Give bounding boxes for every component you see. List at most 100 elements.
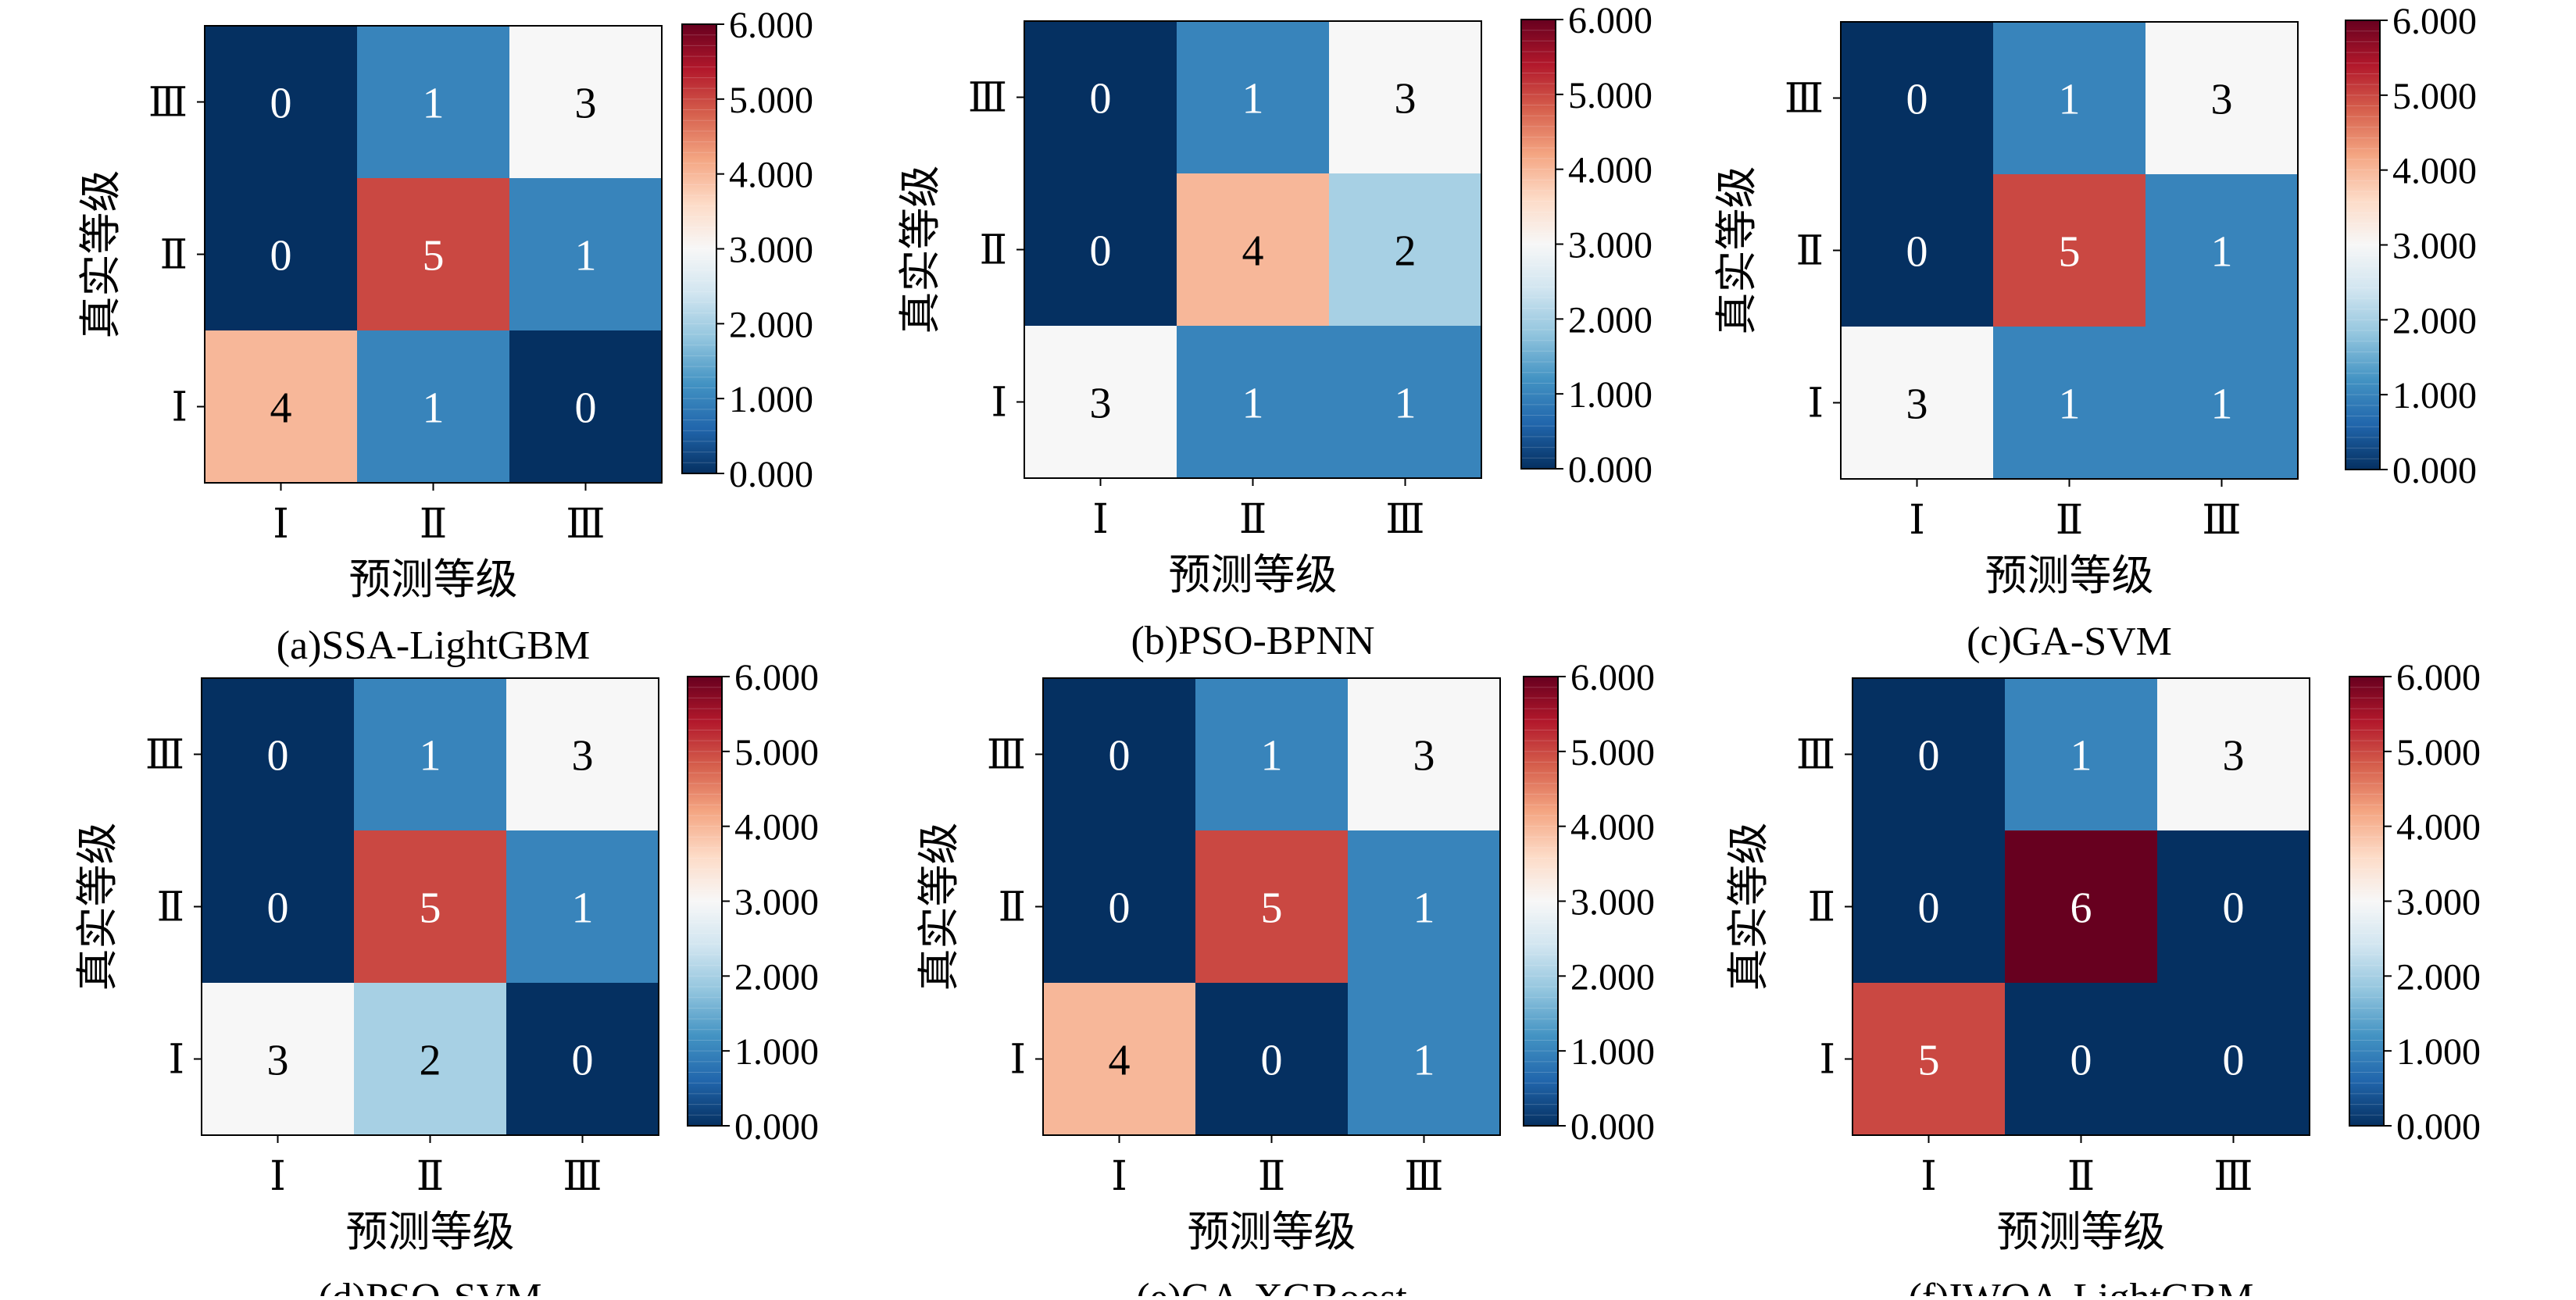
cell-value-label: 3 xyxy=(2211,76,2233,124)
confusion-matrix-panel: 0 1 3 0 5 1 4 0 1 Ⅲ Ⅱ Ⅰ Ⅰ Ⅱ Ⅲ 预测等级 真实等级 (e)GA-XGBoost 0.00… xyxy=(916,657,1655,1300)
x-tick-label: Ⅲ xyxy=(2202,498,2241,543)
cell-value-label: 4 xyxy=(1242,227,1264,276)
colorbar-tick-label: 5.000 xyxy=(2392,76,2477,117)
cell-value-label: 0 xyxy=(1918,884,1940,933)
panel-title: (d)PSO-SVM xyxy=(318,1276,541,1296)
cell-value-label: 0 xyxy=(575,384,597,433)
heatmap-cell xyxy=(1177,173,1330,327)
heatmap-cell xyxy=(1177,326,1330,479)
colorbar-tick-label: 4.000 xyxy=(2392,151,2477,192)
cell-value-label: 3 xyxy=(2223,732,2245,780)
cell-value-label: 1 xyxy=(2059,76,2081,124)
x-tick-label: Ⅲ xyxy=(2213,1155,2253,1199)
colorbar-tick-label: 4.000 xyxy=(1570,807,1655,848)
cell-value-label: 1 xyxy=(572,884,594,933)
heatmap-cell xyxy=(1853,678,2006,831)
heatmap-cell xyxy=(354,983,507,1136)
x-tick-label: Ⅱ xyxy=(1258,1155,1285,1199)
heatmap-cell xyxy=(1043,983,1196,1136)
cell-value-label: 0 xyxy=(1090,227,1112,276)
y-tick-label: Ⅱ xyxy=(980,229,1007,273)
x-tick-label: Ⅲ xyxy=(1404,1155,1443,1199)
y-axis-label: 真实等级 xyxy=(77,170,124,339)
cell-value-label: 1 xyxy=(2059,380,2081,429)
colorbar-tick-label: 3.000 xyxy=(2392,226,2477,267)
cell-value-label: 3 xyxy=(1906,380,1928,429)
heatmap-cell xyxy=(509,330,663,484)
cell-value-label: 3 xyxy=(1413,732,1435,780)
colorbar-gradient-fill xyxy=(688,677,722,1126)
cell-value-label: 1 xyxy=(423,80,445,128)
colorbar: 0.000 1.000 2.000 3.000 4.000 5.000 6.000 xyxy=(1520,0,1652,491)
cell-value-label: 1 xyxy=(2211,228,2233,277)
y-axis-label: 真实等级 xyxy=(897,166,944,334)
colorbar: 0.000 1.000 2.000 3.000 4.000 5.000 6.000 xyxy=(681,5,813,495)
colorbar-tick-label: 3.000 xyxy=(1568,225,1652,266)
cell-value-label: 3 xyxy=(267,1037,289,1085)
cell-value-label: 4 xyxy=(270,384,292,433)
heatmap-cell xyxy=(1177,21,1330,174)
confusion-matrix-panel: 0 1 3 0 5 1 4 1 0 Ⅲ Ⅱ Ⅰ Ⅰ Ⅱ Ⅲ 预测等级 真实等级 (a)SSA-LightGBM 0.… xyxy=(77,5,813,668)
y-tick-label: Ⅰ xyxy=(171,386,188,430)
colorbar-tick-label: 3.000 xyxy=(729,230,813,271)
heatmap-cell xyxy=(509,26,663,179)
cell-value-label: 3 xyxy=(1395,75,1417,123)
y-tick-label: Ⅱ xyxy=(1796,230,1824,274)
cell-value-label: 1 xyxy=(1242,75,1264,123)
heatmap-cell xyxy=(202,830,355,984)
heatmap-cell xyxy=(1329,173,1482,327)
confusion-matrix-panel: 0 1 3 0 5 1 3 1 1 Ⅲ Ⅱ Ⅰ Ⅰ Ⅱ Ⅲ 预测等级 真实等级 (c)GA-SVM 0.000 1.0… xyxy=(1713,1,2477,664)
y-tick-label: Ⅲ xyxy=(1785,77,1824,122)
heatmap-cell xyxy=(1329,326,1482,479)
heatmap-cell xyxy=(2145,174,2299,327)
cell-value-label: 5 xyxy=(2059,228,2081,277)
cell-value-label: 0 xyxy=(1109,732,1131,780)
colorbar-gradient-fill xyxy=(1524,677,1558,1126)
x-axis-label: 预测等级 xyxy=(1997,1209,2166,1255)
cell-value-label: 1 xyxy=(1413,884,1435,933)
y-tick-label: Ⅲ xyxy=(968,77,1007,121)
x-axis-label: 预测等级 xyxy=(1169,552,1338,598)
colorbar-tick-label: 5.000 xyxy=(2396,732,2481,773)
colorbar-tick-label: 1.000 xyxy=(2392,375,2477,416)
x-tick-label: Ⅱ xyxy=(2067,1155,2095,1199)
heatmap-cell xyxy=(1993,174,2146,327)
heatmap-cell xyxy=(509,178,663,331)
colorbar-gradient-fill xyxy=(2349,677,2384,1126)
colorbar-tick-label: 2.000 xyxy=(1570,956,1655,998)
colorbar-tick-label: 3.000 xyxy=(734,882,819,923)
cell-value-label: 3 xyxy=(575,80,597,128)
y-tick-label: Ⅱ xyxy=(157,886,184,930)
cell-value-label: 1 xyxy=(2070,732,2092,780)
colorbar-tick-label: 2.000 xyxy=(2396,956,2481,998)
colorbar-tick-label: 6.000 xyxy=(2396,657,2481,698)
cell-value-label: 0 xyxy=(1090,75,1112,123)
y-tick-label: Ⅰ xyxy=(1009,1038,1026,1083)
colorbar-tick-label: 4.000 xyxy=(734,807,819,848)
confusion-matrix-panel: 0 1 3 0 6 0 5 0 0 Ⅲ Ⅱ Ⅰ Ⅰ Ⅱ Ⅲ 预测等级 真实等级 (f)IWOA-LightGBM 0… xyxy=(1725,657,2481,1300)
heatmap-cell xyxy=(2157,678,2310,831)
heatmap-cell xyxy=(2005,678,2158,831)
cell-value-label: 0 xyxy=(270,80,292,128)
colorbar-tick-label: 1.000 xyxy=(1570,1031,1655,1073)
y-axis-label: 真实等级 xyxy=(1725,823,1772,991)
x-tick-label: Ⅱ xyxy=(420,502,447,547)
cell-value-label: 1 xyxy=(423,384,445,433)
heatmap-cell xyxy=(2005,830,2158,984)
cell-value-label: 1 xyxy=(1242,380,1264,428)
x-tick-label: Ⅰ xyxy=(1092,498,1109,542)
colorbar-tick-label: 1.000 xyxy=(2396,1031,2481,1073)
cell-value-label: 2 xyxy=(1395,227,1417,276)
y-tick-label: Ⅰ xyxy=(1807,382,1824,427)
colorbar-tick-label: 5.000 xyxy=(1570,732,1655,773)
heatmap-cell xyxy=(1853,830,2006,984)
cell-value-label: 5 xyxy=(423,232,445,280)
colorbar: 0.000 1.000 2.000 3.000 4.000 5.000 6.000 xyxy=(2349,657,2481,1148)
heatmap-cell xyxy=(205,330,358,484)
cell-value-label: 4 xyxy=(1109,1037,1131,1085)
cell-value-label: 3 xyxy=(1090,380,1112,428)
cell-value-label: 5 xyxy=(1261,884,1283,933)
heatmap-cell xyxy=(202,678,355,831)
cell-value-label: 1 xyxy=(2211,380,2233,429)
